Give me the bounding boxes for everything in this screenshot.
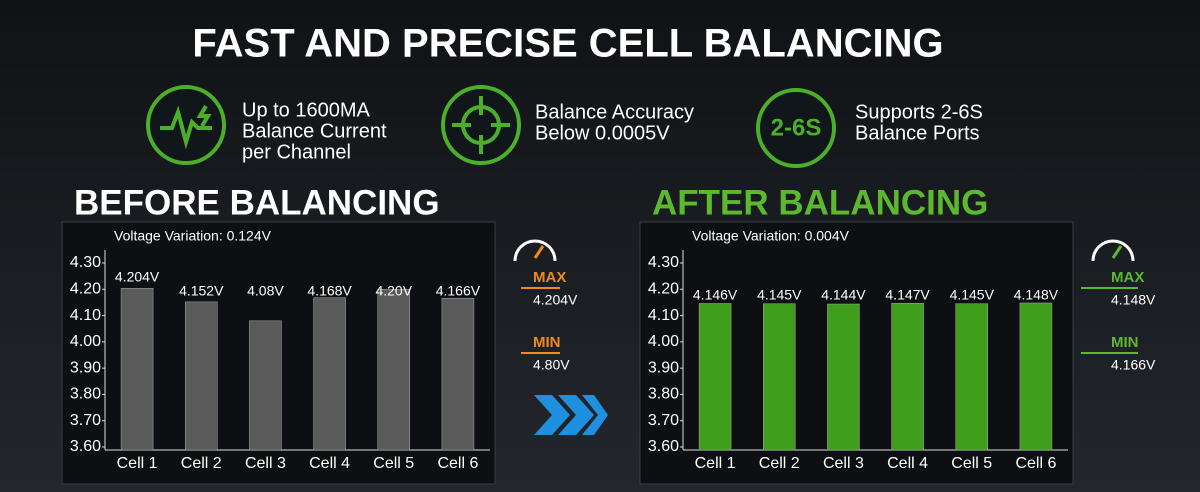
y-tick-label: 4.30	[648, 254, 679, 271]
data-label: 4.168V	[307, 283, 352, 299]
gauge-needle	[1111, 245, 1123, 259]
feature-text: Balance Ports	[855, 122, 980, 144]
y-tick-label: 3.70	[70, 412, 101, 429]
min-value: 4.80V	[533, 357, 570, 373]
y-tick-label: 4.10	[70, 307, 101, 324]
x-tick-label: Cell 2	[759, 455, 800, 472]
chart-subtitle: Voltage Variation: 0.124V	[114, 228, 272, 244]
y-tick-label: 3.80	[648, 386, 679, 403]
x-tick-label: Cell 1	[695, 455, 736, 472]
feature-text: Balance Current	[242, 120, 387, 142]
min-label: MIN	[533, 334, 561, 351]
x-tick-label: Cell 6	[1015, 455, 1056, 472]
data-label: 4.166V	[436, 283, 481, 299]
feature-icons	[146, 85, 836, 168]
bar	[763, 303, 796, 451]
bar	[955, 303, 988, 451]
feature-text: Balance Accuracy	[535, 101, 694, 123]
feature-text: Below 0.0005V	[535, 122, 670, 144]
data-label: 4.145V	[950, 287, 995, 303]
x-tick-label: Cell 5	[373, 455, 414, 472]
min-label: MIN	[1111, 334, 1139, 351]
page-title: FAST AND PRECISE CELL BALANCING	[192, 22, 943, 66]
max-value: 4.204V	[533, 292, 578, 308]
data-label: 4.152V	[179, 283, 224, 299]
y-tick-label: 4.00	[70, 333, 101, 350]
data-label: 4.148V	[1014, 287, 1059, 303]
data-label: 4.147V	[885, 287, 930, 303]
x-tick-label: Cell 3	[823, 455, 864, 472]
bar	[249, 320, 282, 451]
x-tick-label: Cell 5	[951, 455, 992, 472]
max-label: MAX	[533, 269, 566, 286]
x-tick-label: Cell 4	[309, 455, 350, 472]
bar	[120, 287, 154, 451]
chart-subtitle: Voltage Variation: 0.004V	[692, 228, 850, 244]
feature-text: per Channel	[242, 141, 351, 163]
y-tick-label: 3.70	[648, 412, 679, 429]
bar	[698, 303, 732, 451]
bar	[1019, 302, 1053, 451]
y-tick-label: 3.60	[70, 438, 101, 455]
feature-badge: 2-6S	[771, 114, 822, 141]
data-label: 4.08V	[247, 283, 284, 299]
x-tick-label: Cell 2	[181, 455, 222, 472]
gauge-icon	[513, 239, 557, 262]
data-label: 4.204V	[115, 269, 160, 285]
y-tick-label: 4.20	[648, 281, 679, 298]
feature-text: Supports 2-6S	[855, 101, 983, 123]
bar	[313, 297, 346, 451]
y-tick-label: 4.10	[648, 307, 679, 324]
data-label: 4.20V	[375, 283, 412, 299]
x-tick-label: Cell 3	[245, 455, 286, 472]
min-value: 4.166V	[1111, 357, 1156, 373]
data-label: 4.144V	[821, 287, 866, 303]
bar	[891, 302, 924, 451]
y-tick-label: 3.90	[648, 359, 679, 376]
max-value: 4.148V	[1111, 292, 1156, 308]
x-tick-label: Cell 1	[117, 455, 158, 472]
arrows	[534, 395, 608, 435]
feature-text: Up to 1600MA	[242, 99, 371, 121]
x-tick-label: Cell 6	[437, 455, 478, 472]
max-label: MAX	[1111, 269, 1144, 286]
y-tick-label: 3.80	[70, 386, 101, 403]
bar	[185, 301, 218, 451]
data-label: 4.145V	[757, 287, 802, 303]
gauge-icon	[1091, 239, 1135, 262]
bar	[441, 297, 475, 451]
gauge-needle	[533, 245, 545, 259]
y-tick-label: 4.00	[648, 333, 679, 350]
y-tick-label: 3.60	[648, 438, 679, 455]
chart-title: BEFORE BALANCING	[74, 183, 440, 222]
y-tick-label: 4.20	[70, 281, 101, 298]
bar	[377, 289, 410, 451]
y-tick-label: 4.30	[70, 254, 101, 271]
chart-title: AFTER BALANCING	[652, 183, 988, 222]
bar	[827, 303, 860, 451]
x-tick-label: Cell 4	[887, 455, 928, 472]
data-label: 4.146V	[693, 287, 738, 303]
y-tick-label: 3.90	[70, 359, 101, 376]
